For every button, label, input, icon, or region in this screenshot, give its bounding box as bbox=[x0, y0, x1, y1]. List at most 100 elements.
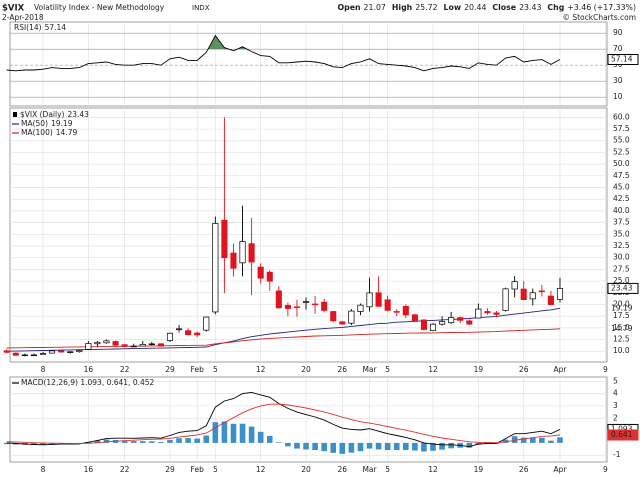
y-tick-label: 57.5 bbox=[613, 124, 630, 133]
histogram-bar bbox=[511, 436, 518, 443]
y-tick-label: 30.0 bbox=[613, 253, 630, 262]
histogram-bar bbox=[393, 442, 400, 451]
candle-body bbox=[275, 290, 282, 309]
candle-body bbox=[293, 306, 301, 308]
x-tick-label: Apr bbox=[553, 365, 567, 374]
candle-body bbox=[493, 312, 500, 315]
y-tick-label: 32.5 bbox=[613, 241, 630, 250]
histogram-bar bbox=[466, 442, 473, 448]
histogram-bar bbox=[149, 441, 155, 443]
histogram-bar bbox=[230, 423, 237, 443]
x-tick-label: 20 bbox=[301, 365, 311, 374]
histogram-bar bbox=[375, 442, 382, 450]
legend-name: MA(50) bbox=[21, 119, 48, 128]
histogram-bar bbox=[203, 435, 210, 443]
histogram-bar bbox=[285, 442, 291, 447]
y-tick-label: 20.0 bbox=[613, 299, 630, 308]
panel-frame bbox=[9, 376, 608, 463]
candle-body bbox=[176, 328, 183, 331]
x-tick-label: 22 bbox=[120, 365, 130, 374]
histogram-bar bbox=[94, 440, 101, 443]
legend-value: 23.43 bbox=[67, 110, 89, 119]
candle-body bbox=[420, 319, 427, 330]
candle-body bbox=[366, 292, 373, 308]
x-tick-label: 5 bbox=[213, 365, 218, 374]
y-tick-label: 45.0 bbox=[613, 183, 630, 192]
candle-body bbox=[466, 320, 473, 325]
moving-average-line bbox=[6, 307, 561, 352]
y-tick-label: 60.0 bbox=[613, 112, 630, 121]
histogram-bar bbox=[176, 438, 182, 443]
rsi-line bbox=[6, 34, 561, 72]
legend-value: 14.79 bbox=[56, 128, 78, 137]
y-tick-label: 50.0 bbox=[613, 159, 630, 168]
quote-value: 23.43 bbox=[519, 3, 541, 12]
histogram-bar bbox=[548, 440, 554, 443]
quote-label: Open bbox=[337, 3, 360, 12]
panel-frame bbox=[9, 21, 608, 107]
candle-body bbox=[49, 350, 56, 354]
histogram-bar bbox=[40, 442, 46, 445]
histogram-bar bbox=[167, 440, 173, 443]
candle-body bbox=[67, 351, 74, 353]
histogram-bar bbox=[439, 442, 445, 450]
panel-legend: RSI(14) 57.14 bbox=[14, 23, 66, 32]
y-tick-label: 15.0 bbox=[613, 323, 630, 332]
macd-line bbox=[6, 391, 561, 448]
legend-icon bbox=[13, 112, 17, 117]
legend-value: 19.19 bbox=[51, 119, 73, 128]
candle-body bbox=[439, 321, 446, 325]
histogram-bar bbox=[312, 442, 318, 451]
x-tick-label: 8 bbox=[41, 365, 46, 374]
candle-body bbox=[402, 305, 409, 316]
histogram-bar bbox=[103, 439, 110, 443]
candle-body bbox=[76, 350, 83, 353]
exchange: INDX bbox=[192, 4, 210, 12]
quote-value: 20.44 bbox=[464, 3, 486, 12]
x-tick-label: 5 bbox=[213, 465, 218, 474]
x-tick-label: 16 bbox=[84, 465, 94, 474]
candle-body bbox=[321, 301, 328, 311]
symbol: $VIX bbox=[2, 4, 25, 14]
candle-body bbox=[121, 344, 128, 347]
y-tick-label: 4 bbox=[613, 389, 618, 398]
y-tick-label: 2 bbox=[613, 413, 618, 422]
quote-value: +3.46 (+17.33%) bbox=[567, 3, 636, 12]
candle-body bbox=[429, 323, 437, 332]
candle-body bbox=[266, 271, 273, 282]
histogram-bar bbox=[130, 441, 137, 443]
y-tick-label: 37.5 bbox=[613, 218, 630, 227]
x-tick-label: Feb bbox=[191, 365, 205, 374]
histogram-bar bbox=[257, 431, 264, 443]
histogram-bar bbox=[212, 422, 219, 443]
candle-body bbox=[330, 311, 337, 322]
panel-legend: MA(100) 14.79 bbox=[21, 128, 77, 137]
candle-body bbox=[484, 311, 491, 314]
histogram-bar bbox=[303, 442, 309, 450]
candle-body bbox=[194, 332, 201, 336]
legend-title: $VIX (Daily) bbox=[20, 110, 65, 119]
candle-body bbox=[556, 288, 564, 300]
x-tick-label: 26 bbox=[338, 465, 348, 474]
candle-body bbox=[203, 316, 210, 331]
candle-body bbox=[312, 303, 319, 306]
x-tick-label: 12 bbox=[256, 465, 266, 474]
histogram-bar bbox=[139, 441, 146, 443]
histogram-bar bbox=[266, 436, 273, 443]
x-tick-label: 19 bbox=[474, 465, 484, 474]
y-tick-label: 90 bbox=[613, 28, 623, 37]
value-label: 1.093 bbox=[611, 424, 633, 433]
histogram-bar bbox=[366, 442, 373, 449]
x-tick-label: 19 bbox=[474, 365, 484, 374]
histogram-bar bbox=[158, 442, 164, 443]
y-tick-label: 10.0 bbox=[613, 346, 630, 355]
candle-body bbox=[239, 241, 246, 264]
panel-legend: MA(50) 19.19 bbox=[21, 119, 73, 128]
y-tick-label: 55.0 bbox=[613, 136, 630, 145]
x-tick-label: 29 bbox=[165, 465, 175, 474]
value-label: 0.641 bbox=[611, 430, 633, 439]
candle-body bbox=[112, 341, 119, 346]
x-tick-label: 26 bbox=[338, 365, 348, 374]
y-tick-label: 47.5 bbox=[613, 171, 630, 180]
histogram-bar bbox=[557, 437, 563, 443]
